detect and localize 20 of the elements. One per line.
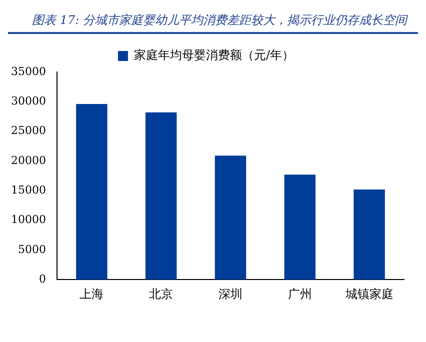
bar — [145, 112, 177, 280]
chart-title: 图表 17: 分城市家庭婴幼儿平均消费差距较大，揭示行业仍存成长空间 — [8, 8, 418, 34]
y-tick-label: 15000 — [10, 183, 46, 196]
legend-label: 家庭年均母婴消费额（元/年） — [134, 48, 294, 62]
bar — [284, 174, 316, 280]
y-tick-label: 25000 — [10, 124, 46, 138]
y-tick-label: 30000 — [10, 94, 46, 108]
x-tick-label: 城镇家庭 — [344, 286, 394, 301]
y-tick-label: 10000 — [10, 213, 46, 226]
bar — [76, 104, 108, 280]
y-tick-label: 5000 — [18, 242, 46, 256]
x-tick-label: 北京 — [149, 286, 174, 301]
y-tick-label: 20000 — [10, 154, 46, 167]
x-tick-label: 深圳 — [218, 286, 242, 301]
bar — [354, 189, 385, 280]
bar — [214, 156, 246, 280]
y-tick-label: 35000 — [10, 64, 46, 78]
x-tick-label: 广州 — [288, 286, 312, 301]
x-tick-label: 上海 — [80, 286, 104, 301]
y-tick-label: 0 — [38, 272, 46, 286]
